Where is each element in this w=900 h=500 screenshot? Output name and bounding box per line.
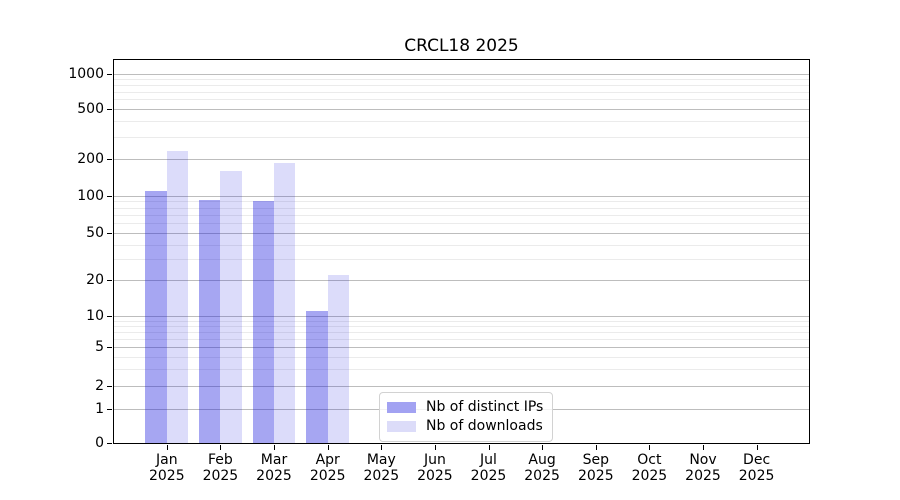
y-tick	[107, 409, 112, 410]
plot-border	[113, 59, 810, 444]
y-tick	[107, 279, 112, 281]
gridline-major	[114, 195, 809, 197]
y-tick	[107, 108, 112, 110]
x-tick	[220, 444, 222, 450]
y-tick-label: 100	[77, 187, 104, 204]
gridline-minor	[114, 326, 809, 328]
gridline-major	[114, 316, 809, 318]
bar-distinct-ips	[306, 311, 328, 444]
gridline-major	[114, 108, 809, 110]
y-tick	[107, 347, 112, 349]
gridline-major	[114, 159, 809, 160]
legend-row: Nb of downloads	[387, 417, 543, 436]
gridline-minor	[114, 120, 809, 122]
x-tick	[703, 444, 704, 450]
bar-distinct-ips	[252, 201, 274, 444]
x-tick	[488, 444, 490, 450]
x-tick-label: Jun 2025	[417, 452, 453, 484]
x-tick	[649, 444, 651, 450]
y-tick-label: 5	[95, 339, 104, 356]
x-tick	[166, 444, 168, 450]
x-tick	[595, 444, 597, 450]
x-tick-label: Oct 2025	[631, 452, 668, 484]
gridline-minor	[114, 368, 809, 370]
y-tick-label: 1	[95, 401, 104, 417]
x-tick	[542, 444, 544, 450]
gridline-minor	[114, 244, 809, 246]
gridline-major	[114, 385, 809, 387]
x-tick	[327, 444, 329, 450]
x-tick-label: Aug 2025	[524, 452, 560, 484]
x-tick	[756, 444, 758, 450]
gridline-minor	[114, 214, 809, 216]
legend-swatch-distinct-ips	[387, 402, 416, 413]
gridline-minor	[114, 332, 809, 334]
x-tick-label: Jan 2025	[148, 452, 185, 484]
x-tick-label: May 2025	[363, 452, 400, 484]
bar-downloads	[220, 170, 242, 444]
y-tick-label: 2	[95, 377, 104, 394]
y-tick-label: 10	[86, 308, 104, 325]
gridline-minor	[114, 339, 809, 341]
gridline-minor	[114, 259, 809, 261]
bar-downloads	[274, 163, 296, 444]
bar-distinct-ips	[145, 191, 167, 444]
y-tick-label: 0	[95, 434, 104, 451]
legend-label-distinct-ips: Nb of distinct IPs	[426, 399, 544, 415]
y-tick-label: 1000	[68, 65, 104, 82]
chart-title: CRCL18 2025	[404, 36, 519, 56]
gridline-major	[114, 233, 809, 235]
gridline-minor	[114, 91, 809, 93]
y-tick	[107, 195, 112, 197]
gridline-minor	[114, 136, 809, 138]
x-tick-label: Sep 2025	[577, 452, 614, 484]
gridline-major	[114, 73, 809, 75]
x-tick-label: Apr 2025	[309, 452, 346, 484]
bar-downloads	[327, 274, 350, 444]
bar-downloads	[166, 151, 189, 444]
x-tick-label: Jul 2025	[470, 452, 507, 484]
gridline-minor	[114, 207, 809, 209]
y-tick	[107, 316, 112, 318]
gridline-minor	[114, 356, 809, 358]
y-tick-label: 20	[86, 271, 104, 288]
legend-swatch-downloads	[387, 421, 416, 432]
legend-row: Nb of distinct IPs	[387, 398, 543, 417]
x-tick-label: Feb 2025	[202, 452, 239, 484]
legend-label-downloads: Nb of downloads	[426, 418, 543, 434]
gridline-minor	[114, 78, 809, 80]
y-tick	[107, 442, 112, 444]
x-tick-label: Mar 2025	[256, 452, 292, 484]
gridline-major	[114, 279, 809, 281]
gridline-minor	[114, 99, 809, 101]
gridline-minor	[114, 84, 809, 86]
bar-distinct-ips	[199, 199, 221, 444]
y-tick-label: 200	[77, 151, 104, 167]
x-tick-label: Dec 2025	[738, 452, 775, 484]
x-tick-label: Nov 2025	[685, 452, 721, 484]
x-tick	[434, 444, 436, 450]
y-tick	[107, 233, 112, 235]
x-tick	[274, 444, 275, 450]
gridline-major	[114, 347, 809, 349]
legend: Nb of distinct IPs Nb of downloads	[379, 392, 554, 442]
y-tick	[107, 159, 112, 160]
gridline-minor	[114, 321, 809, 322]
y-tick	[107, 73, 112, 75]
y-tick-label: 500	[77, 100, 104, 117]
gridline-minor	[114, 201, 809, 203]
y-tick	[107, 385, 112, 387]
y-tick-label: 50	[86, 225, 104, 242]
gridline-minor	[114, 223, 809, 225]
x-tick	[381, 444, 383, 450]
